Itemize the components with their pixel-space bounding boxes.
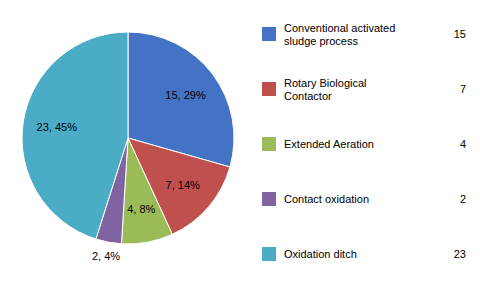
legend-label: Rotary BiologicalContactor: [284, 77, 367, 102]
data-label: 7, 14%: [166, 179, 200, 191]
legend-count: 4: [460, 138, 466, 150]
legend-label: Extended Aeration: [284, 138, 374, 150]
legend-count: 23: [454, 248, 466, 260]
legend-swatch: [262, 137, 276, 151]
chart: 15, 29% 7, 14% 4, 8% 2, 4% 23, 45% Convention…: [0, 0, 480, 288]
data-label: 4, 8%: [127, 203, 155, 215]
data-label: 15, 29%: [165, 89, 206, 101]
legend-label: Conventional activatedsludge process: [284, 22, 395, 47]
legend: Conventional activatedsludge process 15 Ro…: [262, 22, 466, 262]
legend-label: Oxidation ditch: [284, 248, 357, 260]
legend-count: 15: [454, 28, 466, 40]
legend-swatch: [262, 247, 276, 261]
legend-label: Contact oxidation: [284, 193, 369, 205]
pie: [22, 32, 234, 244]
data-label: 23, 45%: [37, 121, 78, 133]
slice: [22, 32, 128, 239]
legend-swatch: [262, 27, 276, 41]
legend-swatch: [262, 82, 276, 96]
data-labels: 15, 29% 7, 14% 4, 8% 2, 4% 23, 45%: [37, 89, 206, 262]
legend-count: 2: [460, 193, 466, 205]
legend-swatch: [262, 192, 276, 206]
legend-count: 7: [460, 83, 466, 95]
data-label: 2, 4%: [92, 250, 120, 262]
slice: [121, 138, 172, 244]
